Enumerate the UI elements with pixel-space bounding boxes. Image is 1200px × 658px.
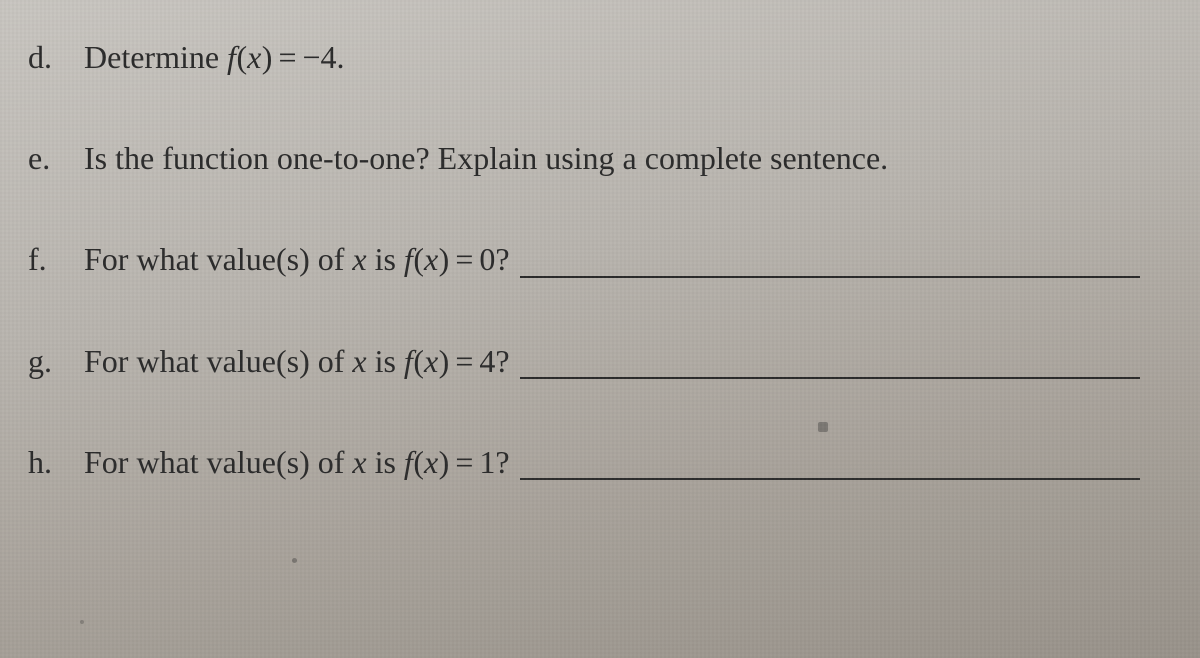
- item-prefix: For what value(s) of: [84, 343, 352, 379]
- question-f: f. For what value(s) of x is f(x)=0?: [28, 238, 1180, 281]
- speck-icon: [818, 422, 828, 432]
- equals-sign: =: [449, 444, 479, 480]
- math-expr: f(x)=4: [404, 343, 495, 379]
- item-text: For what value(s) of x is f(x)=0?: [84, 238, 510, 281]
- answer-blank[interactable]: [520, 348, 1140, 379]
- item-prefix: Determine: [84, 39, 227, 75]
- var-x: x: [352, 241, 366, 277]
- item-letter: g.: [28, 340, 84, 383]
- rhs: 4: [479, 343, 495, 379]
- var-x: x: [352, 343, 366, 379]
- item-text: Is the function one-to-one? Explain usin…: [84, 137, 888, 180]
- speck-icon: [80, 620, 84, 624]
- item-text: For what value(s) of x is f(x)=4?: [84, 340, 510, 383]
- question-g: g. For what value(s) of x is f(x)=4?: [28, 340, 1180, 383]
- question-h: h. For what value(s) of x is f(x)=1?: [28, 441, 1180, 484]
- item-text: For what value(s) of x is f(x)=1?: [84, 441, 510, 484]
- worksheet-page: d. Determine f(x)=−4. e. Is the function…: [0, 0, 1200, 562]
- answer-blank[interactable]: [520, 247, 1140, 278]
- answer-blank[interactable]: [520, 449, 1140, 480]
- rhs: −4: [303, 39, 337, 75]
- item-mid: is: [367, 444, 404, 480]
- item-mid: is: [367, 343, 404, 379]
- equals-sign: =: [449, 241, 479, 277]
- item-letter: f.: [28, 238, 84, 281]
- item-letter: h.: [28, 441, 84, 484]
- math-expr: f(x)=1: [404, 444, 495, 480]
- question-e: e. Is the function one-to-one? Explain u…: [28, 137, 1180, 180]
- rhs: 0: [479, 241, 495, 277]
- item-suffix: ?: [495, 343, 509, 379]
- question-d: d. Determine f(x)=−4.: [28, 36, 1180, 79]
- item-suffix: .: [337, 39, 345, 75]
- equals-sign: =: [449, 343, 479, 379]
- rhs: 1: [479, 444, 495, 480]
- item-mid: is: [367, 241, 404, 277]
- item-suffix: ?: [495, 241, 509, 277]
- math-expr: f(x)=0: [404, 241, 495, 277]
- item-prefix: For what value(s) of: [84, 241, 352, 277]
- item-prefix: For what value(s) of: [84, 444, 352, 480]
- equals-sign: =: [272, 39, 302, 75]
- var-x: x: [352, 444, 366, 480]
- item-letter: d.: [28, 36, 84, 79]
- math-expr: f(x)=−4: [227, 39, 337, 75]
- item-text: Determine f(x)=−4.: [84, 36, 345, 79]
- speck-icon: [292, 558, 297, 563]
- item-letter: e.: [28, 137, 84, 180]
- item-suffix: ?: [495, 444, 509, 480]
